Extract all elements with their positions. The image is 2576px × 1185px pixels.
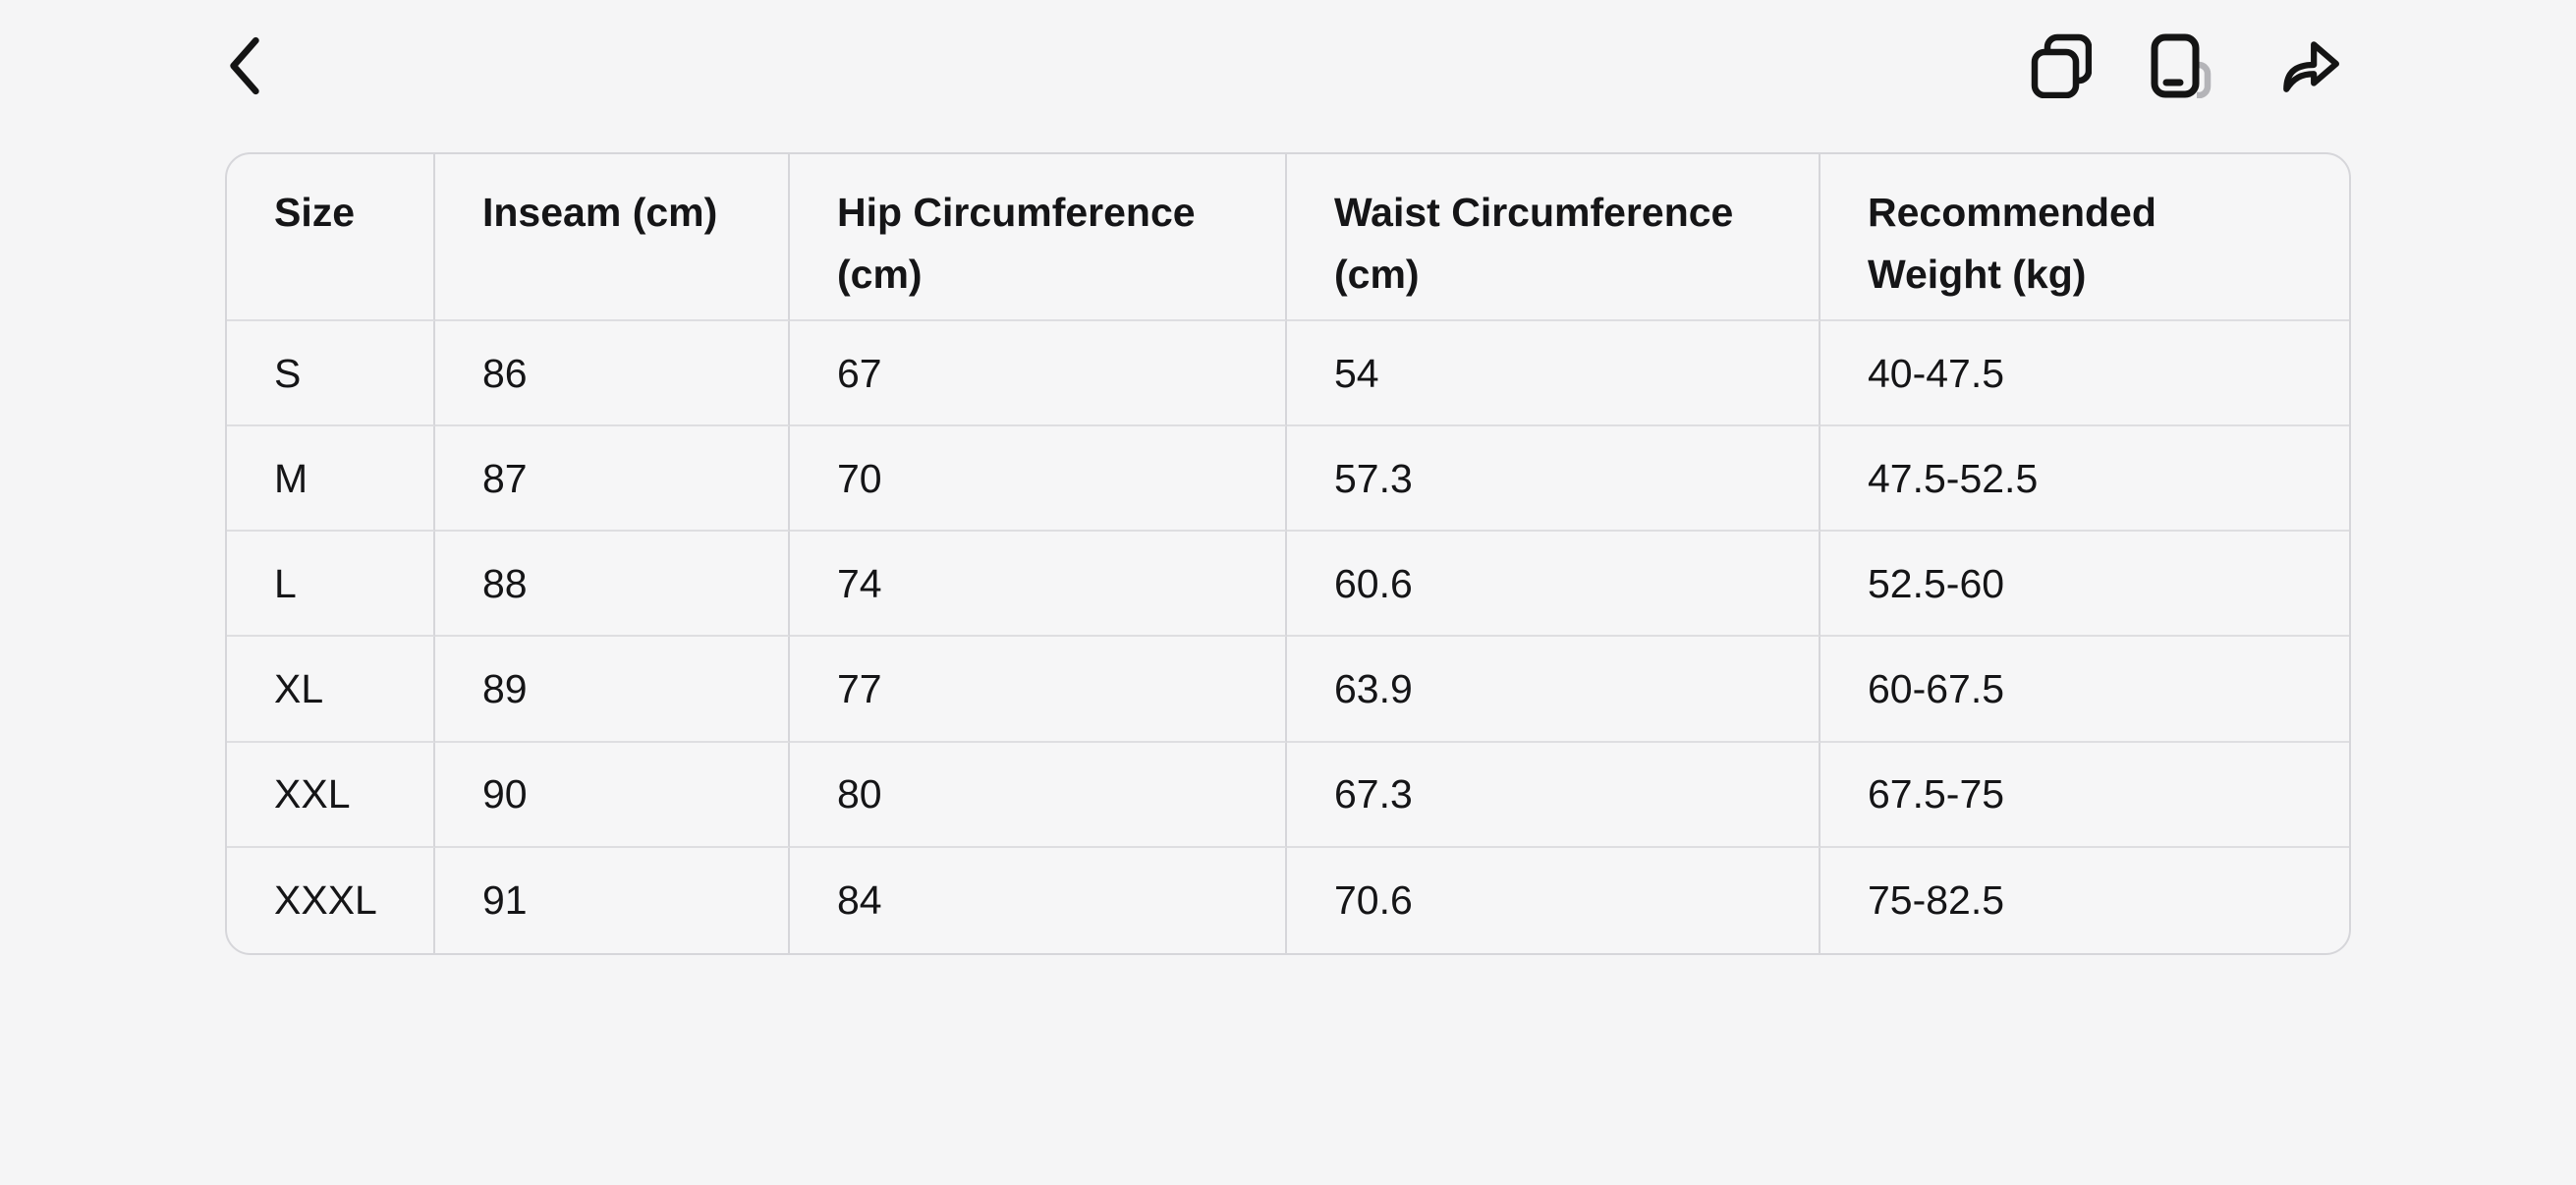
cell-weight: 47.5-52.5 [1820,426,2349,533]
cell-size: XXXL [227,847,435,953]
cell-weight: 67.5-75 [1820,743,2349,848]
col-header-size: Size [227,154,435,321]
cell-weight: 52.5-60 [1820,532,2349,638]
col-header-weight: Recommended Weight (kg) [1820,154,2349,321]
cell-inseam: 88 [435,532,790,638]
col-header-waist: Waist Circumference (cm) [1287,154,1820,321]
cell-inseam: 87 [435,426,790,533]
share-button[interactable] [2274,35,2343,96]
cell-inseam: 89 [435,637,790,743]
back-button[interactable] [220,33,269,98]
cell-weight: 60-67.5 [1820,637,2349,743]
col-header-inseam: Inseam (cm) [435,154,790,321]
cell-waist: 57.3 [1287,426,1820,533]
cell-inseam: 91 [435,847,790,953]
share-icon [2283,41,2339,92]
cell-weight: 40-47.5 [1820,321,2349,427]
cell-waist: 54 [1287,321,1820,427]
cell-waist: 67.3 [1287,742,1820,848]
cell-size: L [227,532,435,638]
cell-hip: 84 [790,847,1287,953]
size-chart-table: Size Inseam (cm) Hip Circumference (cm) … [225,152,2351,955]
cell-size: S [227,321,435,427]
cell-waist: 63.9 [1287,637,1820,743]
send-to-device-button[interactable] [2151,33,2215,98]
cell-waist: 60.6 [1287,532,1820,638]
col-header-hip: Hip Circumference (cm) [790,154,1287,321]
cell-hip: 67 [790,321,1287,427]
cell-hip: 70 [790,426,1287,533]
copy-icon [2031,33,2092,98]
toolbar-actions [2031,33,2343,98]
copy-button[interactable] [2031,33,2092,98]
cell-size: XXL [227,742,435,848]
cell-waist: 70.6 [1287,847,1820,953]
cell-hip: 80 [790,742,1287,848]
device-icon [2151,33,2212,98]
chevron-left-icon [230,36,259,95]
cell-hip: 77 [790,637,1287,743]
cell-size: M [227,426,435,533]
toolbar [220,29,2343,102]
cell-inseam: 86 [435,321,790,427]
cell-size: XL [227,637,435,743]
cell-weight: 75-82.5 [1868,877,2005,924]
cell-hip: 74 [790,532,1287,638]
cell-inseam: 90 [435,742,790,848]
